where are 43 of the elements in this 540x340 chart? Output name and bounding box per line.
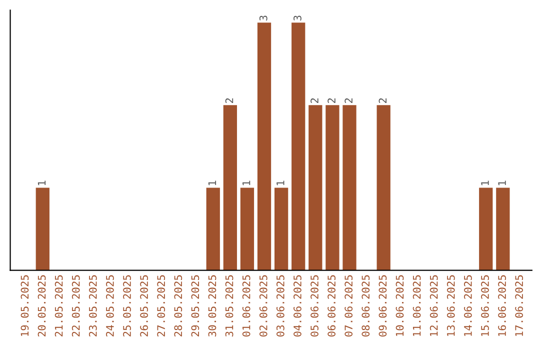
x-tick-label: 10.06.2025 [396, 275, 404, 336]
x-tick-label: 31.05.2025 [225, 275, 234, 336]
data-label: 2 [344, 98, 352, 103]
data-label: 2 [225, 98, 234, 103]
data-label: 1 [242, 180, 250, 186]
x-tick-label: 20.05.2025 [38, 275, 46, 336]
data-label: 1 [481, 180, 489, 186]
x-tick-label: 26.05.2025 [140, 275, 148, 336]
x-tick-label: 19.05.2025 [20, 275, 29, 336]
data-label: 1 [498, 180, 506, 186]
x-tick-label: 23.05.2025 [88, 275, 97, 336]
data-label: 2 [310, 98, 318, 103]
x-tick-label: 22.05.2025 [72, 275, 80, 336]
x-tick-label: 05.06.2025 [310, 275, 318, 336]
x-tick-label: 08.06.2025 [362, 275, 370, 336]
data-label: 3 [294, 16, 302, 20]
x-tick-label: 07.06.2025 [344, 275, 353, 336]
x-tick-label: 27.05.2025 [157, 275, 166, 336]
x-tick-label: 12.06.2025 [430, 275, 438, 336]
x-tick-label: 30.05.2025 [208, 275, 216, 336]
x-tick-label: 24.05.2025 [106, 275, 114, 336]
x-tick-label: 01.06.2025 [242, 275, 250, 336]
data-label: 1 [38, 180, 46, 186]
data-label: 3 [259, 16, 268, 20]
x-tick-label: 03.06.2025 [276, 275, 284, 336]
x-tick-label: 13.06.2025 [446, 275, 455, 336]
x-tick-label: 28.05.2025 [174, 275, 182, 336]
data-label: 2 [328, 98, 336, 103]
x-tick-label: 29.05.2025 [191, 275, 200, 336]
x-tick-label: 15.06.2025 [481, 275, 489, 336]
x-tick-label: 09.06.2025 [378, 275, 387, 336]
x-tick-label: 11.06.2025 [412, 275, 421, 336]
data-label: 1 [276, 180, 284, 186]
x-tick-label: 04.06.2025 [294, 275, 302, 336]
x-tick-label: 21.05.2025 [54, 275, 63, 336]
x-tick-label: 16.06.2025 [498, 275, 506, 336]
x-tick-label: 14.06.2025 [464, 275, 472, 336]
data-label: 2 [378, 98, 386, 103]
x-tick-label: 17.06.2025 [515, 275, 524, 336]
x-tick-label: 25.05.2025 [123, 275, 131, 336]
data-label: 1 [208, 180, 216, 186]
x-tick-label: 06.06.2025 [328, 275, 336, 336]
x-tick-label: 02.06.2025 [259, 275, 268, 336]
